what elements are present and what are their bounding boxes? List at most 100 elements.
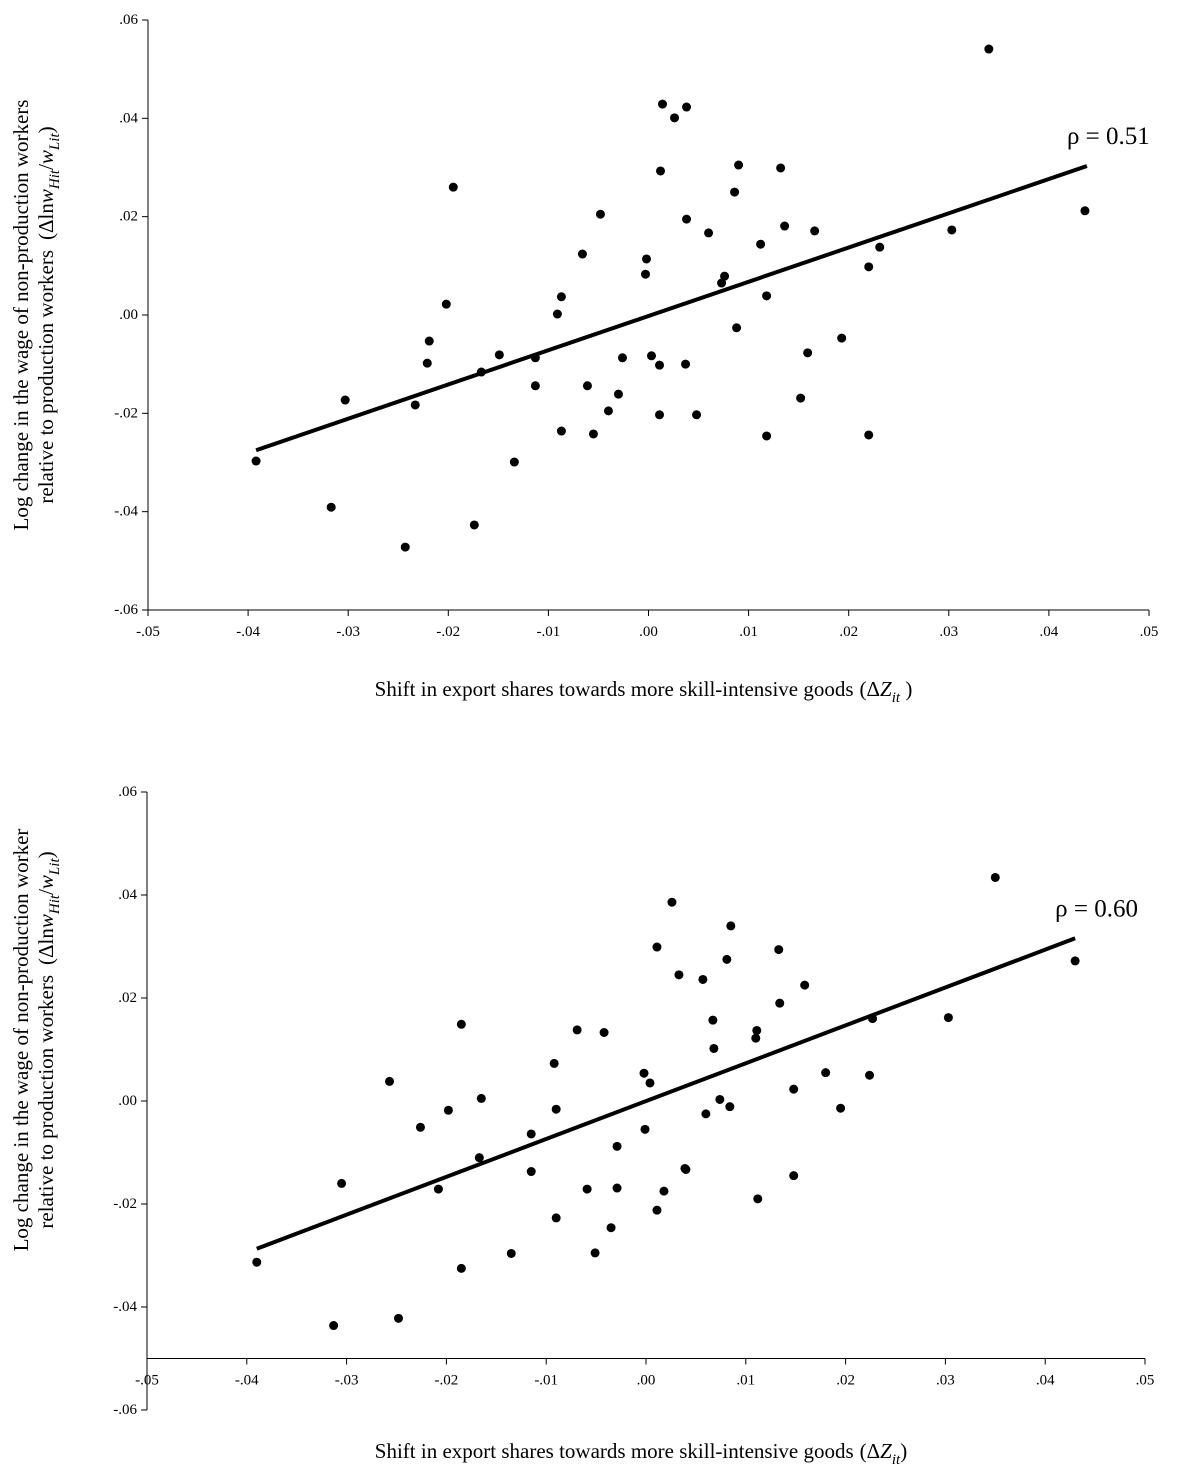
point: [821, 1068, 831, 1078]
point: [526, 1167, 536, 1177]
y-axis-title: relative to production workers(ΔlnwHit/w…: [34, 126, 63, 503]
point: [612, 1141, 622, 1151]
point: [652, 942, 662, 952]
point: [552, 309, 562, 319]
fit-line: [256, 936, 1076, 1251]
math-part: it: [892, 1452, 901, 1468]
point: [865, 1070, 875, 1080]
math-part: ): [34, 851, 58, 858]
y-tick-label: -.04: [113, 1299, 137, 1315]
point: [762, 431, 772, 441]
point: [837, 333, 847, 343]
x-tick-label: -.04: [235, 1373, 259, 1389]
x-tick-label: -.01: [534, 1373, 558, 1389]
point: [836, 1103, 846, 1113]
x-tick-label: -.05: [135, 1373, 159, 1389]
point: [640, 1124, 650, 1134]
point: [1070, 956, 1080, 966]
x-tick-label: .04: [1036, 1373, 1055, 1389]
point: [659, 1186, 669, 1196]
x-axis-title: Shift in export shares towards more skil…: [375, 677, 913, 706]
point: [400, 542, 410, 552]
math-part: w: [34, 189, 58, 203]
x-axis-title-text: Shift in export shares towards more skil…: [375, 677, 854, 701]
point: [456, 1019, 466, 1029]
y-tick-label: .04: [118, 887, 137, 903]
point: [415, 1122, 425, 1132]
y-axis-math: (ΔlnwHit/wLit): [34, 851, 63, 965]
y-tick-label: .02: [118, 990, 137, 1006]
point: [753, 1194, 763, 1204]
point: [572, 1025, 582, 1035]
x-axis-math: (ΔZit ): [860, 677, 913, 706]
math-part: /: [34, 889, 58, 895]
point: [441, 299, 451, 309]
point: [803, 348, 813, 358]
point: [556, 292, 566, 302]
x-axis-math: (ΔZit): [860, 1439, 908, 1468]
point: [692, 410, 702, 420]
point: [588, 429, 598, 439]
point: [774, 945, 784, 955]
x-tick-label: .01: [736, 1373, 755, 1389]
point: [393, 1313, 403, 1323]
y-tick-label: .04: [119, 110, 138, 126]
point: [756, 239, 766, 249]
point: [551, 1104, 561, 1114]
point: [947, 225, 957, 235]
point: [726, 921, 736, 931]
point: [780, 221, 790, 231]
math-part: (Δ: [860, 1439, 881, 1463]
point: [474, 1153, 484, 1163]
point: [720, 271, 730, 281]
x-tick-label: .03: [939, 624, 958, 640]
y-tick-label: .02: [119, 209, 138, 225]
point: [509, 457, 519, 467]
point: [734, 160, 744, 170]
x-tick-label: .05: [1140, 624, 1159, 640]
math-part: ): [34, 126, 58, 133]
point: [530, 381, 540, 391]
point: [329, 1321, 339, 1331]
point: [658, 99, 668, 109]
point: [864, 430, 874, 440]
y-tick-label: -.06: [113, 1402, 137, 1418]
point: [476, 1093, 486, 1103]
point: [443, 1105, 453, 1115]
point: [640, 269, 650, 279]
point: [606, 1223, 616, 1233]
math-part: Lit: [47, 858, 63, 877]
point: [340, 395, 350, 405]
point: [326, 502, 336, 512]
y-axis-title: Log change in the wage of non-production…: [9, 100, 33, 531]
point: [551, 1213, 561, 1223]
point: [251, 456, 261, 466]
x-tick-label: .01: [739, 624, 758, 640]
point: [704, 228, 714, 238]
math-part: it: [892, 690, 901, 706]
x-tick-label: -.05: [136, 624, 160, 640]
point: [667, 897, 677, 907]
point: [603, 406, 613, 416]
math-part: (Δln: [34, 203, 58, 240]
math-part: ): [900, 1439, 907, 1463]
x-tick-label: -.03: [335, 1373, 359, 1389]
point: [448, 182, 458, 192]
point: [709, 1043, 719, 1053]
x-tick-label: .02: [836, 1373, 855, 1389]
point: [617, 353, 627, 363]
x-axis-title-text: Shift in export shares towards more skil…: [375, 1439, 854, 1463]
point: [337, 1178, 347, 1188]
point: [422, 358, 432, 368]
point: [715, 1094, 725, 1104]
annotation: ρ = 0.51: [1067, 123, 1150, 150]
x-tick-label: .00: [637, 1373, 656, 1389]
point: [701, 1109, 711, 1119]
point: [1080, 206, 1090, 216]
math-part: Lit: [47, 133, 63, 152]
point: [800, 980, 810, 990]
x-tick-label: -.01: [537, 624, 561, 640]
x-tick-label: .04: [1040, 624, 1059, 640]
x-tick-label: .00: [639, 624, 658, 640]
